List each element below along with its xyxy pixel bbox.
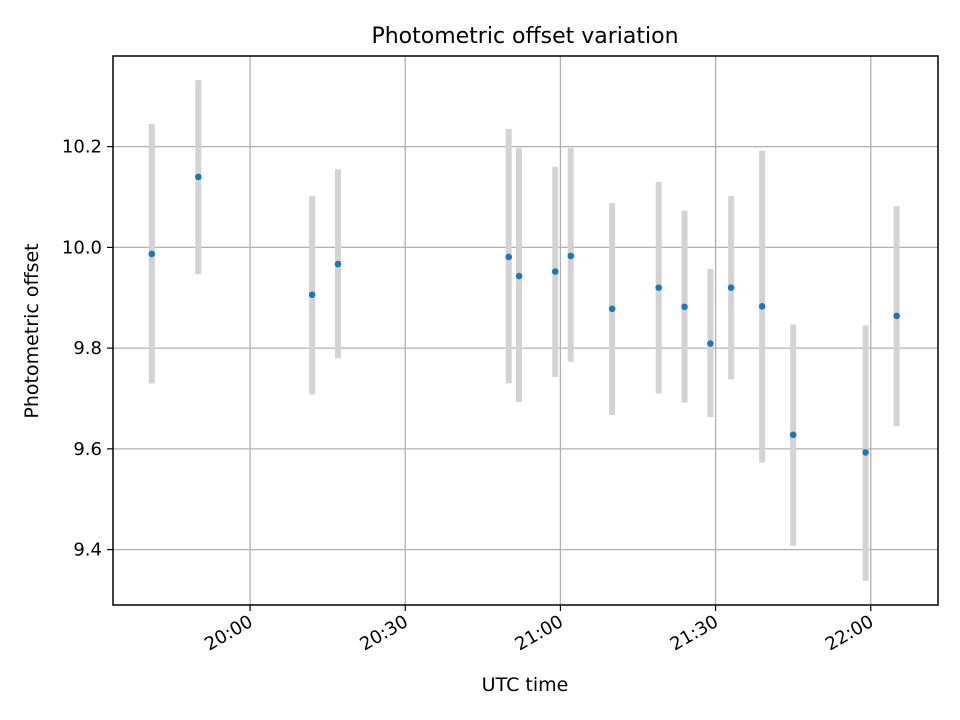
y-tick-label: 10.0 (62, 237, 102, 258)
data-point (308, 291, 316, 299)
data-point (148, 250, 156, 258)
data-point (195, 173, 202, 181)
data-point (551, 268, 559, 275)
y-tick-label: 9.6 (73, 439, 102, 460)
chart-title: Photometric offset variation (371, 24, 678, 49)
y-axis-label: Photometric offset (21, 243, 43, 418)
y-tick-label: 10.2 (62, 137, 102, 158)
data-point (707, 340, 714, 347)
data-point (681, 303, 688, 311)
data-points (148, 173, 900, 456)
x-axis-label: UTC time (482, 674, 569, 696)
data-point (727, 284, 735, 291)
data-point (758, 303, 766, 310)
data-point (334, 260, 342, 268)
grid-lines (113, 56, 938, 605)
y-tick-label: 9.8 (73, 338, 102, 359)
data-point (862, 449, 869, 456)
data-point (567, 252, 575, 260)
data-point (515, 272, 523, 280)
plot-frame (112, 55, 939, 606)
data-point (893, 312, 900, 320)
y-tick-label: 9.4 (73, 540, 102, 561)
data-point (655, 284, 662, 291)
data-point (608, 305, 616, 313)
data-point (505, 253, 512, 261)
data-point (789, 431, 797, 439)
